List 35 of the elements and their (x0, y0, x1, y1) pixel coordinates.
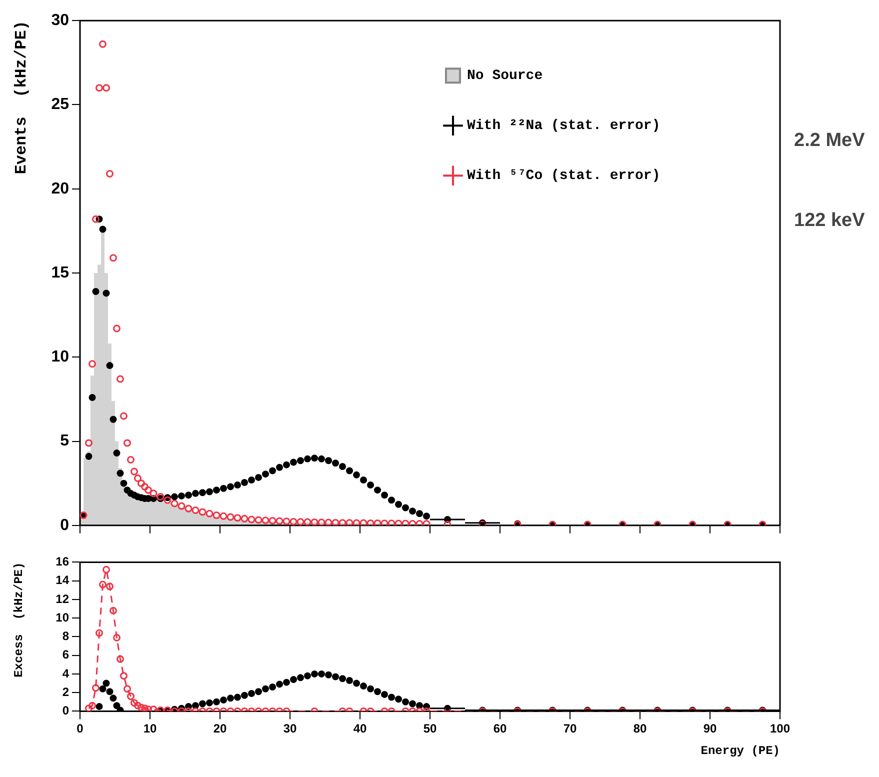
y-tick-label: 0 (60, 516, 70, 534)
y-tick-label: 10 (56, 610, 70, 624)
y-tick-label: 0 (62, 704, 70, 718)
y-axis-title: Excess (kHz/PE) (12, 562, 26, 678)
x-tick-label: 80 (633, 722, 647, 736)
x-tick-label: 40 (353, 722, 367, 736)
y-tick-label: 5 (60, 432, 70, 450)
x-tick-label: 50 (423, 722, 437, 736)
y-tick-label: 16 (56, 554, 70, 569)
y-axis-title: Events (kHz/PE) (12, 20, 31, 174)
x-tick-label: 60 (493, 722, 507, 736)
y-tick-label: 10 (51, 348, 70, 366)
legend-label: With ⁵⁷Co (stat. error) (467, 168, 660, 184)
x-tick-label: 100 (770, 722, 790, 736)
x-tick-label: 90 (703, 722, 717, 736)
y-tick-label: 8 (62, 629, 70, 644)
y-tick-label: 12 (56, 592, 70, 606)
y-tick-label: 20 (51, 180, 70, 198)
y-tick-label: 30 (51, 12, 70, 30)
text: 122 keV (794, 210, 865, 232)
y-tick-label: 6 (62, 648, 70, 662)
y-tick-label: 14 (56, 573, 70, 588)
legend-label: No Source (467, 68, 543, 84)
x-tick-label: 70 (563, 722, 577, 736)
x-axis-title: Energy (PE) (700, 744, 780, 758)
x-tick-label: 20 (213, 722, 227, 736)
y-tick-label: 15 (51, 264, 70, 282)
x-tick-label: 0 (76, 722, 84, 736)
x-tick-label: 10 (143, 722, 157, 736)
y-tick-label: 2 (62, 684, 70, 699)
x-tick-label: 30 (283, 722, 297, 736)
y-tick-label: 4 (62, 666, 70, 680)
y-tick-label: 25 (51, 96, 70, 114)
legend-label: With ²²Na (stat. error) (467, 118, 660, 134)
text: 2.2 MeV (794, 130, 865, 152)
